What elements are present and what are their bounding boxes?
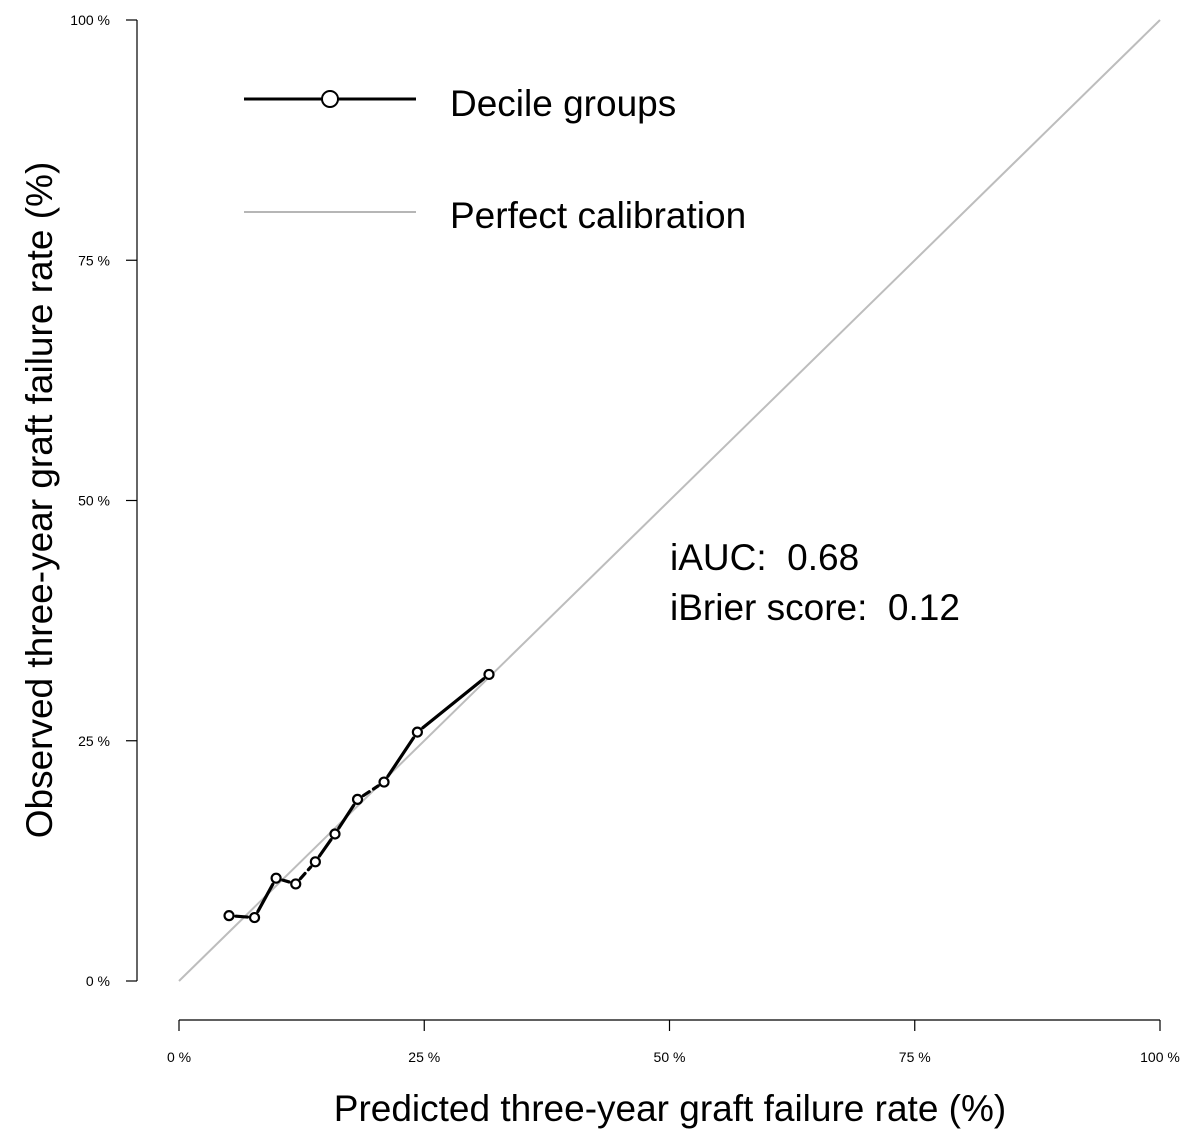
decile-segment xyxy=(386,736,416,778)
y-tick-label: 0 % xyxy=(86,973,110,989)
legend-marker-decile xyxy=(321,90,339,108)
iauc-annotation: iAUC: 0.68 xyxy=(670,537,859,578)
decile-point xyxy=(329,828,341,840)
y-axis-ticks: 0 % 25 % 50 % 75 % 100 % xyxy=(70,12,137,989)
decile-point xyxy=(270,872,282,884)
decile-segment xyxy=(317,838,333,858)
decile-point xyxy=(483,668,495,681)
perfect-calibration-line-group xyxy=(178,19,1161,982)
x-axis-title: Predicted three-year graft failure rate … xyxy=(334,1088,1006,1129)
y-tick-label: 100 % xyxy=(70,12,110,28)
x-tick-label: 100 % xyxy=(1140,1049,1180,1065)
decile-segment xyxy=(256,882,275,914)
x-tick-label: 50 % xyxy=(654,1049,686,1065)
y-axis-title: Observed three-year graft failure rate (… xyxy=(19,162,60,839)
decile-point xyxy=(411,726,423,738)
decile-point xyxy=(223,910,235,922)
x-axis-ticks: 0 % 25 % 50 % 75 % 100 % xyxy=(167,1020,1180,1065)
y-tick-label: 25 % xyxy=(78,733,110,749)
decile-segment xyxy=(298,865,313,881)
decile-point xyxy=(378,776,390,788)
legend-label-perfect: Perfect calibration xyxy=(450,195,746,236)
ibrier-annotation: iBrier score: 0.12 xyxy=(670,587,960,628)
decile-point xyxy=(351,793,364,805)
x-tick-label: 75 % xyxy=(899,1049,931,1065)
decile-point xyxy=(248,911,261,924)
decile-segment xyxy=(337,803,356,830)
decile-segment xyxy=(421,677,486,730)
decile-segment xyxy=(361,784,380,798)
decile-series-group xyxy=(223,668,495,924)
legend-label-decile: Decile groups xyxy=(450,83,676,124)
decile-segment xyxy=(234,914,250,919)
perfect-calibration-line xyxy=(178,19,1161,982)
legend: Decile groups Perfect calibration xyxy=(244,83,746,236)
x-tick-label: 25 % xyxy=(408,1049,440,1065)
decile-point xyxy=(309,856,321,868)
decile-segment xyxy=(281,878,291,884)
x-tick-label: 0 % xyxy=(167,1049,191,1065)
y-tick-label: 50 % xyxy=(78,493,110,509)
y-tick-label: 75 % xyxy=(78,252,110,268)
decile-point xyxy=(290,878,302,890)
